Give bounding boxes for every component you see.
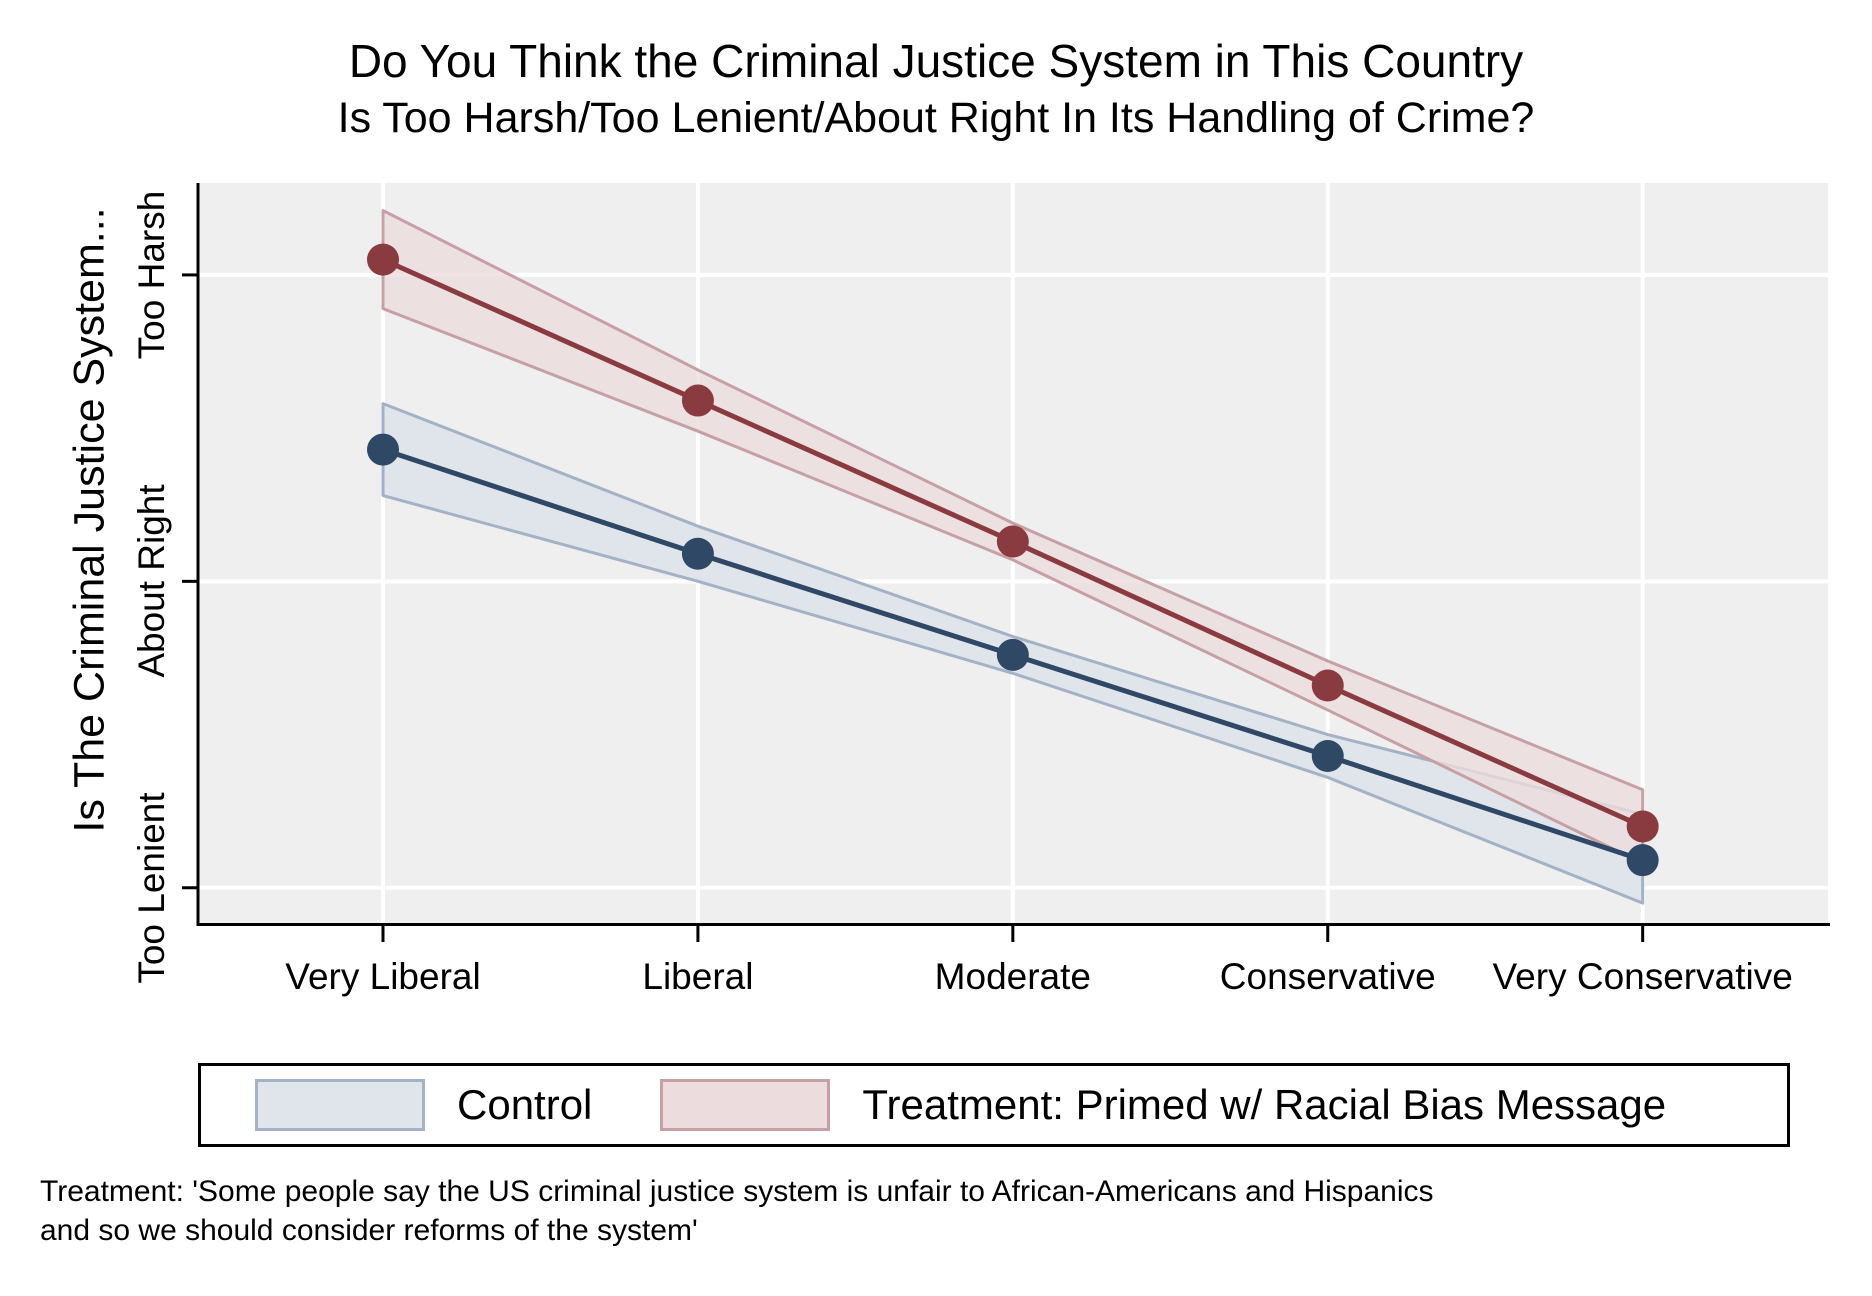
legend-label-control: Control <box>457 1081 593 1128</box>
marker-series-0-conservative <box>1311 740 1344 773</box>
marker-series-0-moderate <box>996 638 1029 671</box>
marker-series-1-very-liberal <box>367 243 400 276</box>
marker-series-0-very-liberal <box>367 433 400 466</box>
treatment-note-line1: Treatment: 'Some people say the US crimi… <box>40 1175 1434 1208</box>
chart-title-line2: Is Too Harsh/Too Lenient/About Right In … <box>337 93 1535 142</box>
legend-swatch-treatment <box>660 1079 831 1131</box>
marker-series-1-very-conservative <box>1626 810 1659 843</box>
marker-series-0-very-conservative <box>1626 844 1659 877</box>
marker-series-1-moderate <box>996 525 1029 558</box>
treatment-note-line2: and so we should consider reforms of the… <box>40 1214 698 1247</box>
chart-title-line1: Do You Think the Criminal Justice System… <box>348 35 1524 87</box>
legend-label-treatment: Treatment: Primed w/ Racial Bias Message <box>862 1081 1667 1128</box>
marker-series-0-liberal <box>681 537 714 570</box>
chart-title: Do You Think the Criminal Justice System… <box>0 32 1872 146</box>
marker-series-1-conservative <box>1311 669 1344 702</box>
marker-series-1-liberal <box>681 384 714 417</box>
legend: Control Treatment: Primed w/ Racial Bias… <box>198 1063 1790 1147</box>
legend-item-treatment: Treatment: Primed w/ Racial Bias Message <box>660 1079 1666 1131</box>
y-axis-title: Is The Criminal Justice System... <box>65 207 114 833</box>
legend-swatch-control <box>255 1079 425 1131</box>
treatment-note: Treatment: 'Some people say the US crimi… <box>40 1172 1800 1250</box>
legend-item-control: Control <box>255 1079 592 1131</box>
